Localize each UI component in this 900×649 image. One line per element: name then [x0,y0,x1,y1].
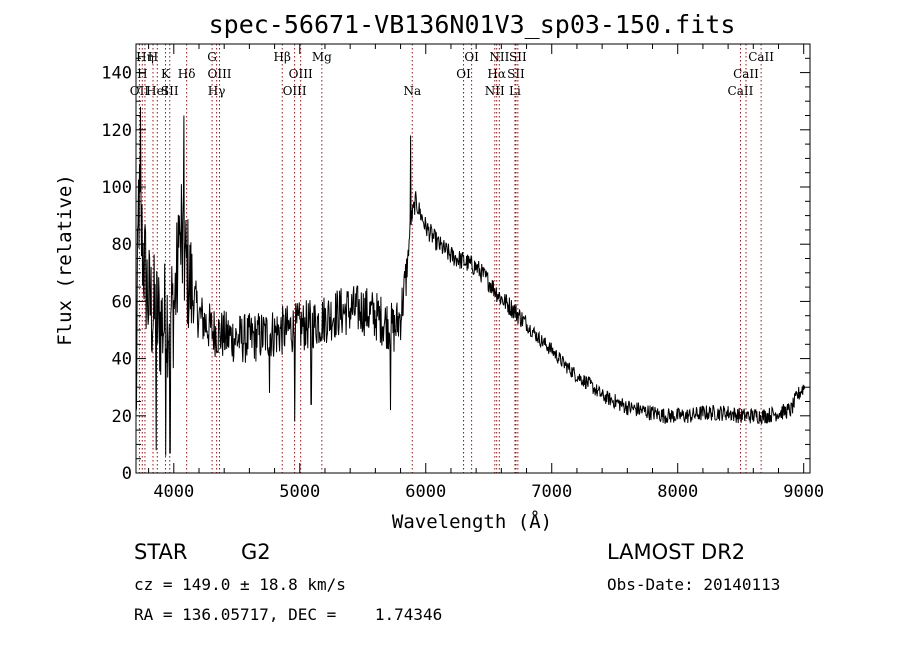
y-axis-ticks: 0 20 40 60 80 100 120 140 [101,57,810,484]
spectral-line-label: HeI [146,84,169,98]
spectral-line-label: NII [489,50,509,64]
spectrum-layer [135,106,806,456]
y-axis-label: Flux (relative) [54,174,76,346]
line-markers: OIIHHηHHeIKSIIHδGHγOIIIHβOIIIOIIIMgNaOIO… [130,44,774,473]
y-tick-label: 40 [112,350,132,370]
y-tick-label: 80 [112,235,132,255]
coordinates-text: RA = 136.05717, DEC = 1.74346 [134,605,442,624]
spectral-line-label: SII [507,67,525,81]
spectral-line-label: CaII [733,67,759,81]
spectral-line-label: G [207,50,217,64]
x-axis-label: Wavelength (Å) [392,510,552,533]
spectral-line-label: Mg [312,50,332,64]
y-tick-label: 100 [101,178,132,198]
spectral-line-label: OII [130,84,150,98]
x-tick-label: 9000 [783,482,824,502]
y-tick-label: 0 [122,464,132,484]
y-tick-label: 120 [101,121,132,141]
plot-frame [135,43,811,474]
x-tick-label: 4000 [153,482,194,502]
spectral-line-label: K [161,67,171,81]
y-tick-label: 20 [112,407,132,427]
spectral-line-label: H [148,50,158,64]
spectral-line-label: H [137,67,147,81]
x-tick-label: 6000 [405,482,446,502]
x-tick-label: 5000 [279,482,320,502]
spectral-line-label: CaII [728,84,754,98]
spectral-line-label: Hγ [208,84,226,98]
x-tick-label: 7000 [531,482,572,502]
spectral-line-label: Hη [136,50,154,64]
spectral-line-label: SII [161,84,179,98]
y-tick-label: 140 [101,64,132,84]
y-tick-label: 60 [112,292,132,312]
spectrum-line [135,106,806,456]
spectral-line-label: Hδ [178,67,196,81]
spectral-line-label: Na [403,84,421,98]
spectral-line-label: OI [464,50,479,64]
spectral-line-label: Li [509,84,521,98]
spectral-line-label: CaII [748,50,774,64]
x-axis-ticks: 4000 5000 6000 7000 8000 9000 [148,44,824,502]
object-class: STAR [134,540,187,564]
spectral-line-label: NII [485,84,505,98]
survey-name: LAMOST DR2 [607,540,745,564]
spectral-line-label: OI [456,67,471,81]
object-subclass: G2 [241,540,271,564]
spectral-line-label: OIII [289,67,313,81]
obs-date-text: Obs-Date: 20140113 [607,575,780,594]
spectral-line-label: OIII [283,84,307,98]
spectral-line-label: Hα [487,67,506,81]
spectral-line-label: SII [509,50,527,64]
chart-title: spec-56671-VB136N01V3_sp03-150.fits [209,10,736,39]
redshift-text: cz = 149.0 ± 18.8 km/s [134,575,346,594]
spectral-line-label: Hβ [274,50,291,64]
spectral-line-label: OIII [207,67,231,81]
x-tick-label: 8000 [657,482,698,502]
